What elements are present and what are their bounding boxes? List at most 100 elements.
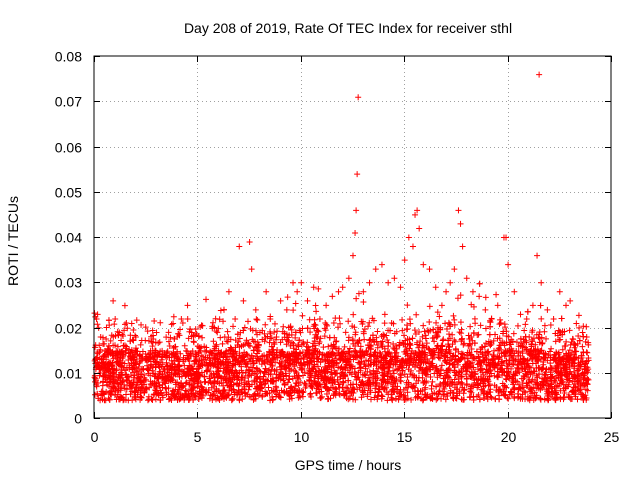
data-point <box>582 360 589 367</box>
data-point <box>225 368 232 375</box>
data-point <box>575 387 582 394</box>
data-point <box>187 386 194 393</box>
data-point <box>328 342 335 349</box>
data-point <box>368 357 375 363</box>
data-point <box>130 377 137 384</box>
data-point <box>296 350 303 357</box>
data-point <box>257 379 264 386</box>
data-point <box>580 393 587 400</box>
data-point <box>444 325 451 332</box>
data-point <box>297 379 304 386</box>
data-point <box>520 358 527 365</box>
data-point <box>412 211 419 218</box>
data-point <box>278 349 285 356</box>
data-point <box>186 353 193 360</box>
data-point <box>547 321 554 328</box>
data-point <box>316 340 323 347</box>
data-point <box>531 376 538 383</box>
axis-ticks <box>94 56 612 419</box>
data-point <box>377 359 384 366</box>
data-point <box>582 338 589 345</box>
data-point <box>457 220 464 227</box>
data-point <box>436 349 443 356</box>
data-point <box>256 329 263 336</box>
data-point <box>375 392 382 399</box>
data-point <box>162 380 169 387</box>
data-point <box>328 369 335 376</box>
data-point <box>277 339 284 346</box>
data-point <box>315 375 322 382</box>
data-point <box>382 355 389 362</box>
data-point <box>310 365 317 372</box>
data-point <box>426 266 433 273</box>
data-point <box>190 339 197 346</box>
data-point <box>306 360 313 367</box>
data-point <box>402 351 409 358</box>
data-point <box>441 353 448 360</box>
data-point <box>461 396 468 403</box>
data-point <box>220 360 227 367</box>
data-point <box>272 359 279 366</box>
data-point <box>350 381 357 388</box>
data-point <box>103 356 110 363</box>
data-point <box>315 355 322 362</box>
data-point <box>459 351 466 358</box>
data-point <box>529 370 536 377</box>
data-point <box>579 343 586 350</box>
data-point <box>538 355 545 362</box>
data-point <box>333 338 340 345</box>
data-point <box>510 361 517 368</box>
data-point <box>497 320 504 327</box>
data-point <box>440 392 447 399</box>
data-point <box>108 350 115 357</box>
data-point <box>199 386 206 393</box>
data-point <box>386 364 393 371</box>
data-point <box>405 234 412 241</box>
data-point <box>422 366 429 373</box>
data-point <box>118 371 125 378</box>
data-point <box>109 359 116 366</box>
data-point <box>152 361 159 368</box>
data-point <box>361 382 368 389</box>
data-point <box>374 341 381 348</box>
data-point <box>220 306 227 313</box>
data-point <box>417 356 424 363</box>
data-point <box>399 327 406 334</box>
data-point <box>214 329 221 336</box>
data-point <box>360 330 367 337</box>
data-point <box>535 357 542 364</box>
data-point <box>381 320 388 327</box>
data-point <box>330 319 337 326</box>
data-point <box>460 387 467 394</box>
data-point <box>306 376 313 383</box>
data-point <box>509 373 516 380</box>
data-point <box>170 320 177 327</box>
data-point <box>127 349 134 356</box>
data-point <box>212 315 219 322</box>
data-point <box>542 372 549 379</box>
data-point <box>579 329 586 336</box>
data-point <box>376 386 383 393</box>
data-point <box>452 347 459 354</box>
data-point <box>280 353 287 360</box>
data-point <box>172 393 179 400</box>
data-point <box>347 361 354 368</box>
data-point <box>511 350 518 357</box>
data-point <box>247 325 254 332</box>
data-point <box>328 358 335 365</box>
data-point <box>325 343 332 350</box>
data-point <box>517 343 524 350</box>
data-point <box>566 327 573 334</box>
data-point <box>433 319 440 326</box>
data-point <box>485 348 492 355</box>
data-point <box>363 348 370 355</box>
data-point <box>212 396 219 403</box>
data-point <box>139 348 146 355</box>
data-point <box>192 326 199 333</box>
data-point <box>166 369 173 376</box>
data-point <box>211 374 218 381</box>
data-point <box>132 351 139 358</box>
data-point <box>186 362 193 369</box>
data-point <box>142 376 149 383</box>
data-point <box>521 388 528 395</box>
